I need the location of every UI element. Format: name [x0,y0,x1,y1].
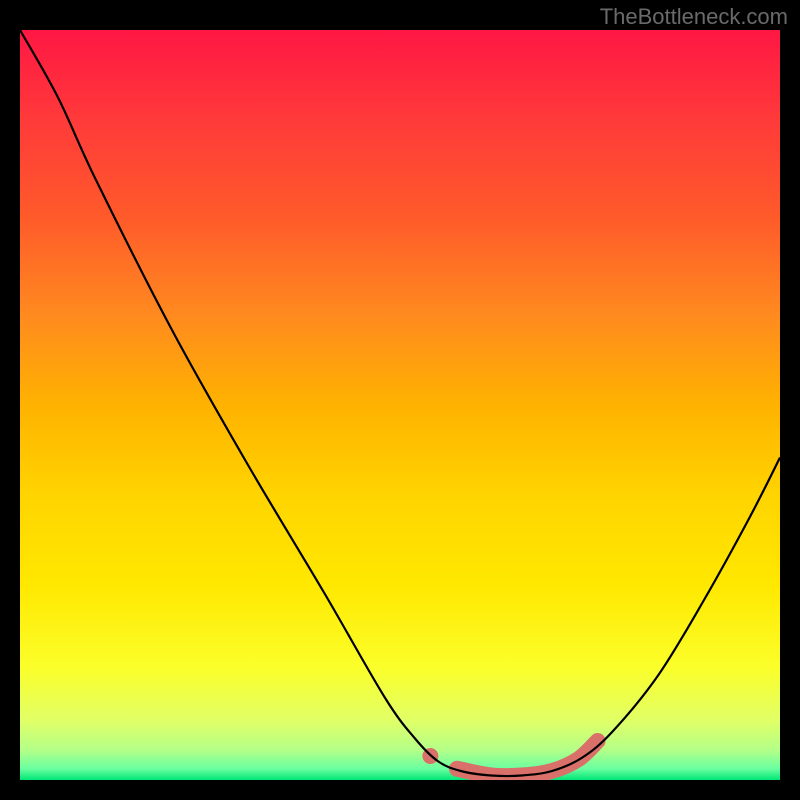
plot-area [20,30,780,780]
attribution-text: TheBottleneck.com [600,4,788,30]
chart-container: TheBottleneck.com [0,0,800,800]
bottleneck-curve-chart [20,30,780,780]
chart-background [20,30,780,780]
